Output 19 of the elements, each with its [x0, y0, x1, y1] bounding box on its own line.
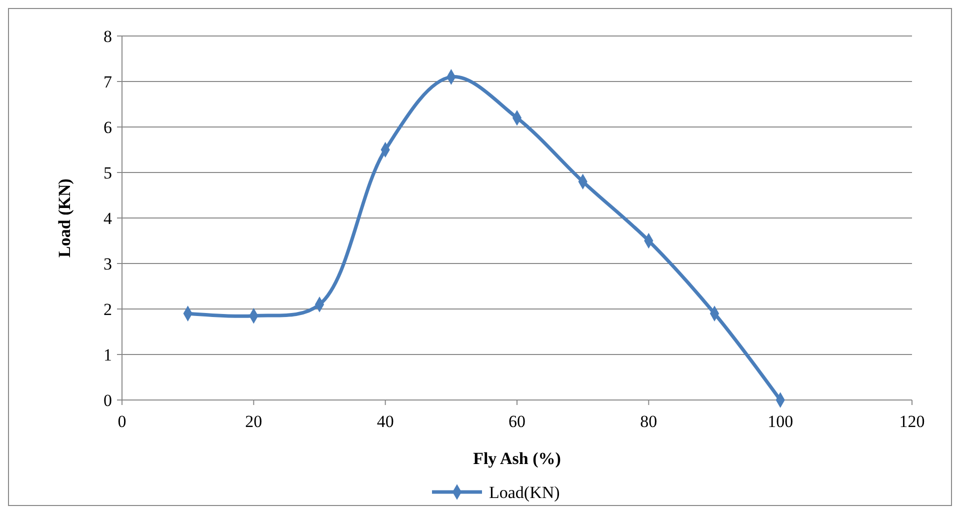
x-axis-title: Fly Ash (%) — [473, 449, 561, 468]
x-tick-label: 60 — [508, 412, 526, 431]
y-tick-label: 2 — [104, 300, 112, 319]
y-axis-title: Load (KN) — [55, 178, 74, 258]
x-tick-label: 100 — [768, 412, 794, 431]
x-tick-label: 80 — [640, 412, 658, 431]
y-tick-label: 1 — [104, 345, 112, 364]
y-tick-label: 0 — [104, 390, 112, 410]
y-tick-label: 7 — [104, 72, 112, 92]
y-tick-label: 4 — [104, 208, 112, 228]
y-tick-label: 5 — [104, 163, 112, 182]
legend-label: Load(KN) — [489, 482, 560, 502]
y-tick-label: 3 — [104, 254, 112, 274]
y-tick-label: 6 — [104, 118, 112, 137]
x-tick-label: 20 — [245, 412, 262, 431]
x-tick-label: 120 — [899, 412, 925, 431]
x-tick-label: 0 — [118, 412, 126, 431]
y-tick-label: 8 — [104, 26, 112, 46]
x-tick-label: 40 — [376, 412, 394, 431]
